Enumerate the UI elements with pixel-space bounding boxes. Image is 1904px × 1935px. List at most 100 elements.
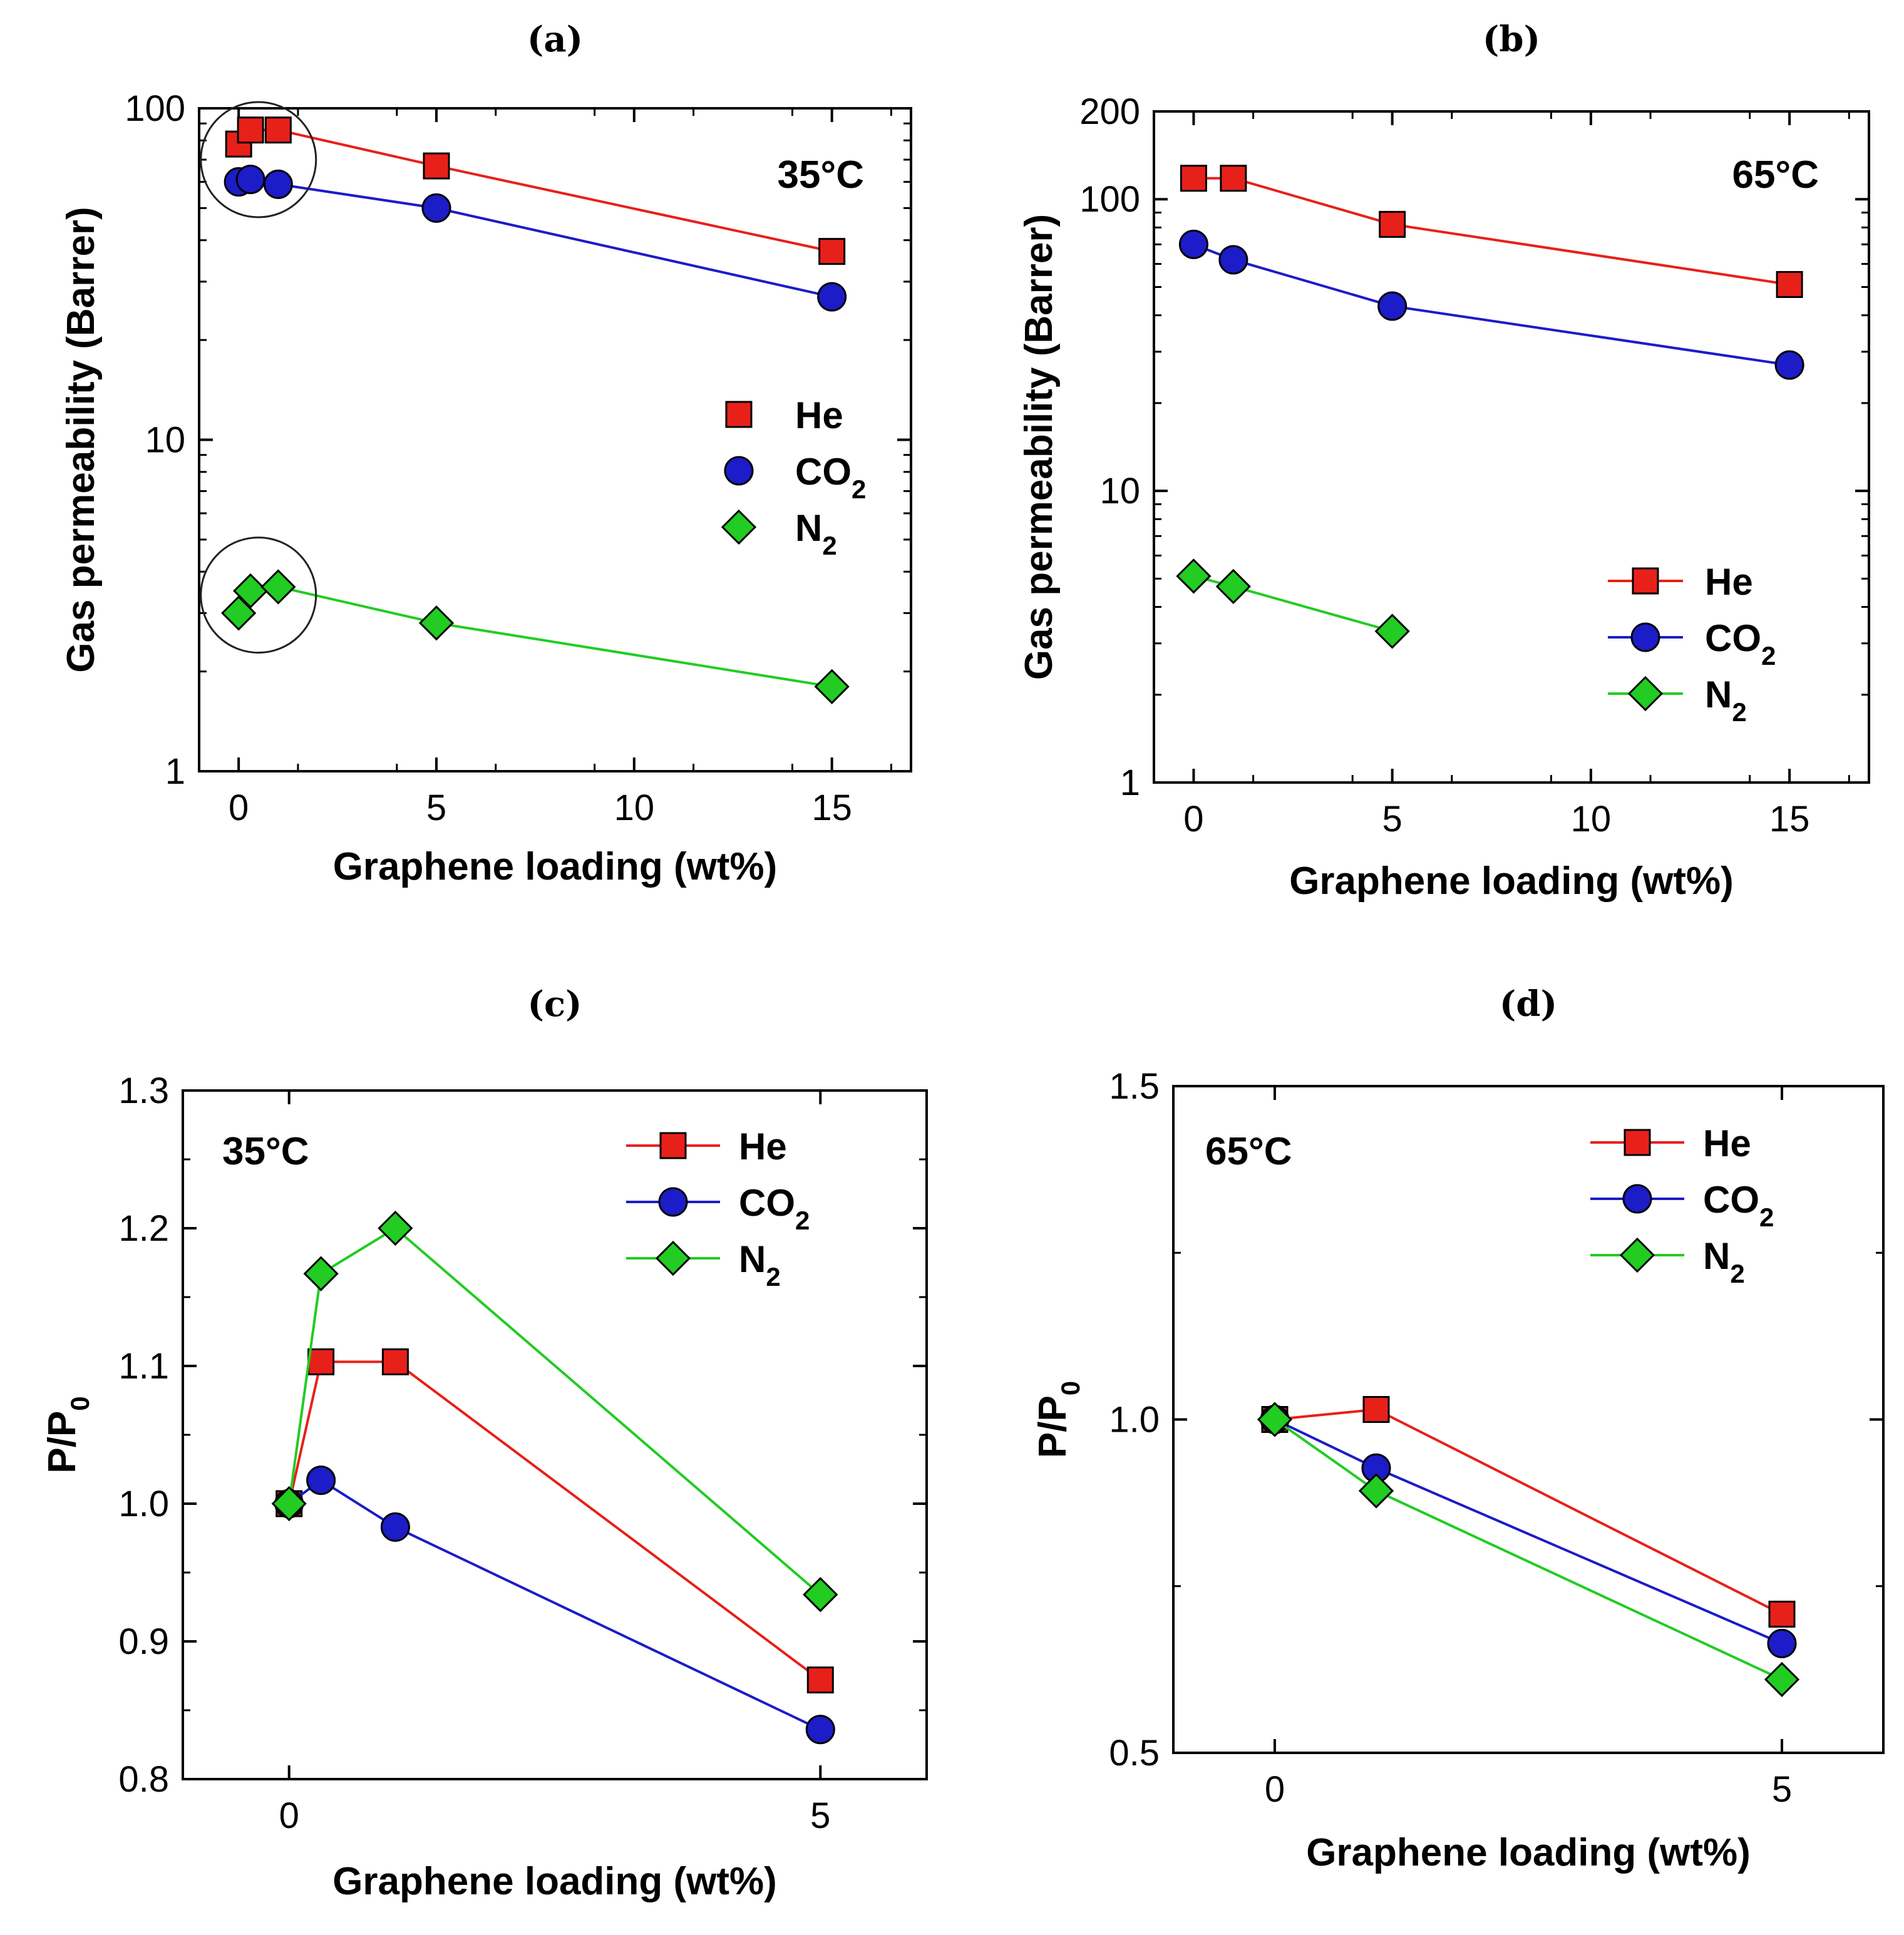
chart-panel-2: (b) 0 5 10 15 1 10 100 200 Graphene loading (wt%)… [1017,19,1870,903]
data-point [1377,291,1407,321]
x-axis-label: Graphene loading (wt%) [332,1860,777,1903]
y-tick-label: 1 [165,751,185,792]
series-line [1193,243,1790,367]
panel-title: (d) [1500,983,1557,1025]
legend-label: N2 [1705,674,1747,727]
series-co2 [1260,1405,1797,1658]
highlight-circle [200,101,317,218]
legend-marker [725,401,753,428]
x-tick-label: 0 [1265,1769,1285,1810]
legend-label: He [739,1126,787,1168]
plot-frame [1153,110,1870,784]
data-point [378,1210,413,1246]
legend-label: N2 [795,507,837,560]
data-point [1774,350,1804,380]
y-axis-label: Gas permeability (Barrer) [1017,214,1061,680]
series-co2 [274,1465,835,1745]
legend-marker [1619,1237,1655,1273]
data-point [381,1348,409,1375]
series-line [1274,1408,1783,1616]
data-point [303,1256,339,1291]
series-he [275,1348,834,1694]
x-tick-label: 5 [810,1795,830,1836]
y-tick-label: 1.0 [1109,1400,1160,1440]
data-point [1776,270,1803,298]
legend-label: He [795,394,843,436]
y-tick-label: 10 [145,420,185,461]
data-point [421,193,451,223]
legend-marker [655,1240,691,1276]
temperature-annotation: 65°C [1732,153,1819,197]
series-n2 [1176,558,1410,649]
panel-title: (a) [527,19,583,60]
series-n2 [271,1210,838,1613]
temperature-annotation: 35°C [222,1130,309,1173]
y-axis-label-group: Gas permeability (Barrer) [1017,214,1061,680]
y-tick-label: 1.3 [118,1070,169,1111]
data-point [423,152,450,180]
chart-panel-3: (c) 0 5 0.8 0.9 1.0 1.1 1.2 1.3 Graphene loading … [41,983,928,1903]
y-axis-label-group: Gas permeability (Barrer) [59,207,103,672]
y-tick-label: 200 [1079,91,1140,132]
legend-label: He [1705,561,1753,603]
series-line [1193,177,1790,286]
data-point [221,595,257,631]
y-tick-label: 0.8 [118,1759,169,1800]
chart-panel-1: (a) 0 5 10 15 1 10 100 Graphene loading (wt%) Gas… [59,19,912,888]
y-tick-label: 1.5 [1109,1066,1160,1107]
y-tick-label: 100 [125,88,185,129]
legend-marker [1624,1129,1651,1156]
series-line [287,1360,821,1681]
legend-label: N2 [1703,1235,1745,1288]
data-point [271,1486,307,1522]
y-tick-label: 1.2 [118,1208,169,1249]
y-axis-label-group: P/P0 [41,1396,95,1473]
data-point [418,605,455,641]
data-point [237,116,264,144]
data-point [1215,568,1252,605]
x-tick-label: 10 [614,788,655,828]
x-axis-label: Graphene loading (wt%) [333,845,778,888]
data-point [1176,558,1212,594]
series-line [237,585,832,688]
legend-marker [1627,675,1664,712]
legend-marker [724,456,754,486]
x-tick-label: 0 [229,788,249,828]
series-line [1274,1418,1783,1645]
temperature-annotation: 65°C [1205,1130,1292,1173]
temperature-annotation: 35°C [777,153,864,197]
legend-marker [1622,1184,1652,1214]
chart-panel-4: (d) 0 5 0.5 1.0 1.5 Graphene loading (wt%) P/P0… [1031,983,1885,1874]
x-tick-label: 5 [1382,799,1402,839]
legend-label: He [1703,1122,1751,1164]
legend-label: CO2 [795,451,866,504]
series-line [1274,1418,1783,1681]
data-point [805,1715,835,1745]
y-axis-label: P/P0 [41,1396,95,1473]
data-point [380,1512,410,1542]
legend-label: N2 [739,1238,781,1291]
data-point [235,165,265,195]
data-point [1374,613,1410,649]
data-point [263,169,293,199]
x-tick-label: 0 [279,1795,299,1836]
y-tick-label: 1.0 [118,1484,169,1524]
legend-label: CO2 [1703,1179,1774,1232]
y-axis-label: Gas permeability (Barrer) [59,207,103,672]
series-he [1180,165,1803,298]
x-axis-label: Graphene loading (wt%) [1289,860,1734,903]
data-point [1220,165,1247,192]
series-line [238,178,833,299]
data-point [1218,245,1248,275]
data-point [818,238,846,265]
legend-marker [658,1187,688,1217]
y-tick-label: 10 [1099,471,1140,511]
data-point [806,1666,834,1694]
data-point [1764,1661,1800,1697]
data-point [260,569,296,605]
series-he [225,116,846,265]
data-point [307,1348,335,1375]
legend-label: CO2 [739,1182,810,1235]
x-tick-label: 5 [1772,1769,1792,1810]
